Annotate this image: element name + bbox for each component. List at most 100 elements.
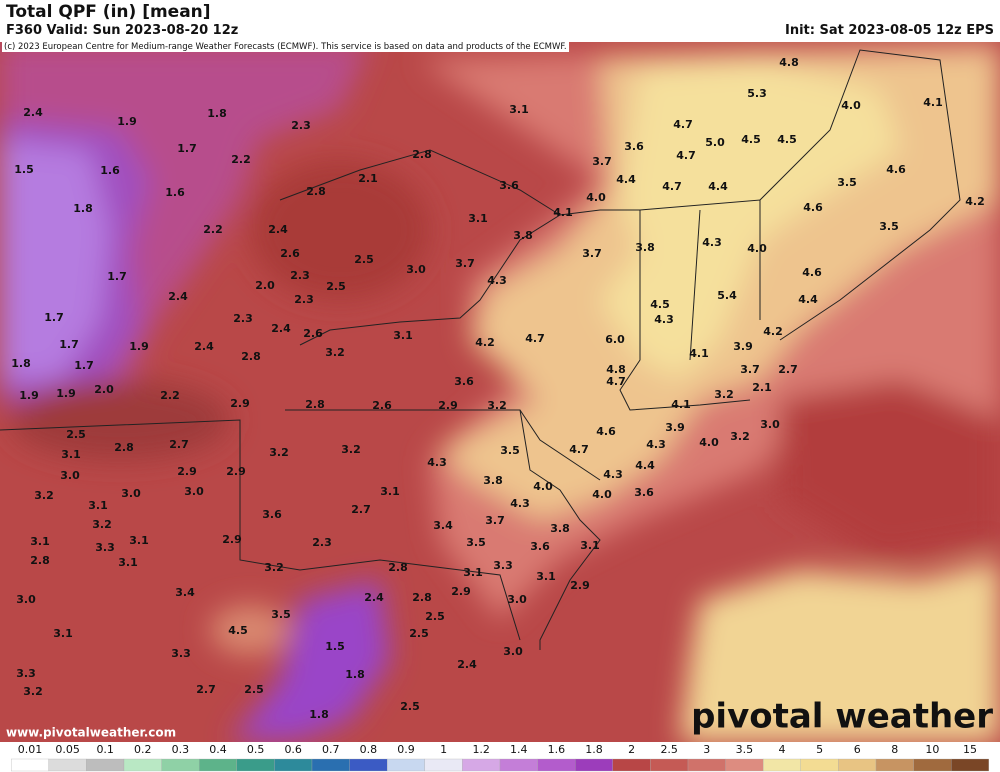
legend-label: 0.5 <box>247 743 265 756</box>
legend-swatch <box>86 758 125 772</box>
value-label: 1.8 <box>207 107 227 120</box>
legend-swatch <box>725 758 764 772</box>
legend-label: 5 <box>816 743 823 756</box>
value-label: 4.0 <box>747 242 767 255</box>
value-label: 3.6 <box>499 179 519 192</box>
value-label: 2.4 <box>457 658 477 671</box>
url: www.pivotalweather.com <box>6 726 176 740</box>
legend-label: 0.05 <box>55 743 80 756</box>
legend-label: 1.6 <box>548 743 566 756</box>
legend-swatch <box>913 758 952 772</box>
value-label: 1.9 <box>56 387 76 400</box>
value-label: 3.6 <box>624 140 644 153</box>
value-label: 4.3 <box>654 313 674 326</box>
legend-swatch <box>650 758 689 772</box>
value-label: 3.3 <box>493 559 513 572</box>
value-label: 1.9 <box>129 340 149 353</box>
value-label: 2.3 <box>233 312 253 325</box>
value-label: 3.7 <box>485 514 505 527</box>
value-label: 2.8 <box>306 185 326 198</box>
value-label: 3.6 <box>262 508 282 521</box>
value-label: 3.1 <box>463 566 483 579</box>
value-label: 2.4 <box>168 290 188 303</box>
value-label: 2.1 <box>752 381 772 394</box>
legend-label: 15 <box>963 743 977 756</box>
value-label: 2.5 <box>66 428 86 441</box>
value-label: 3.7 <box>582 247 602 260</box>
value-label: 3.2 <box>325 346 345 359</box>
legend-swatch <box>11 758 49 772</box>
value-label: 4.7 <box>676 149 696 162</box>
value-label: 4.2 <box>475 336 495 349</box>
value-label: 4.4 <box>708 180 728 193</box>
legend-swatch <box>387 758 425 772</box>
legend-label: 0.7 <box>322 743 340 756</box>
value-label: 2.6 <box>280 247 300 260</box>
value-label: 3.0 <box>507 593 527 606</box>
legend-swatch <box>763 758 801 772</box>
value-label: 4.2 <box>965 195 985 208</box>
value-label: 1.5 <box>325 640 345 653</box>
value-label: 4.8 <box>779 56 799 69</box>
value-label: 1.5 <box>14 163 34 176</box>
value-label: 5.4 <box>717 289 737 302</box>
value-label: 3.3 <box>16 667 36 680</box>
value-label: 2.7 <box>351 503 371 516</box>
value-label: 2.2 <box>160 389 180 402</box>
value-label: 1.7 <box>74 359 94 372</box>
value-label: 6.0 <box>605 333 625 346</box>
legend-label: 0.8 <box>360 743 378 756</box>
value-label: 3.1 <box>129 534 149 547</box>
precip-field <box>0 42 1000 742</box>
value-label: 4.4 <box>616 173 636 186</box>
legend-label: 0.2 <box>134 743 152 756</box>
value-label: 2.3 <box>312 536 332 549</box>
value-label: 3.2 <box>341 443 361 456</box>
value-label: 1.9 <box>117 115 137 128</box>
value-label: 2.8 <box>412 591 432 604</box>
value-label: 3.2 <box>730 430 750 443</box>
legend-swatch <box>349 758 388 772</box>
value-label: 3.6 <box>454 375 474 388</box>
value-label: 3.5 <box>879 220 899 233</box>
legend-swatch <box>838 758 877 772</box>
value-label: 2.8 <box>305 398 325 411</box>
value-label: 1.7 <box>44 311 64 324</box>
value-label: 3.5 <box>837 176 857 189</box>
value-label: 2.9 <box>438 399 458 412</box>
value-label: 2.4 <box>268 223 288 236</box>
legend-swatch <box>199 758 237 772</box>
legend-label: 0.9 <box>397 743 415 756</box>
value-label: 3.0 <box>16 593 36 606</box>
legend-label: 1.4 <box>510 743 528 756</box>
value-label: 2.3 <box>290 269 310 282</box>
value-label: 2.2 <box>203 223 223 236</box>
value-label: 3.8 <box>513 229 533 242</box>
logo: pivotal weather <box>691 697 993 737</box>
legend-label: 10 <box>925 743 939 756</box>
value-label: 4.1 <box>689 347 709 360</box>
value-label: 4.3 <box>487 274 507 287</box>
value-label: 3.1 <box>393 329 413 342</box>
value-label: 1.7 <box>59 338 79 351</box>
value-label: 2.6 <box>303 327 323 340</box>
value-label: 4.4 <box>798 293 818 306</box>
legend-label: 0.4 <box>209 743 227 756</box>
value-label: 2.4 <box>271 322 291 335</box>
value-label: 3.5 <box>271 608 291 621</box>
value-label: 3.8 <box>635 241 655 254</box>
value-label: 5.3 <box>747 87 767 100</box>
value-label: 3.6 <box>530 540 550 553</box>
legend-label: 4 <box>779 743 786 756</box>
legend-label: 0.3 <box>172 743 190 756</box>
value-label: 3.0 <box>121 487 141 500</box>
value-label: 3.0 <box>184 485 204 498</box>
value-label: 2.4 <box>23 106 43 119</box>
value-label: 4.7 <box>569 443 589 456</box>
value-label: 4.4 <box>635 459 655 472</box>
legend: 0.01 0.05 0.1 0.2 0.3 0.4 0.5 0.6 0.7 0.8 0.9 1 1.2 1… <box>11 743 989 772</box>
value-label: 2.5 <box>409 627 429 640</box>
legend-label: 3.5 <box>736 743 754 756</box>
